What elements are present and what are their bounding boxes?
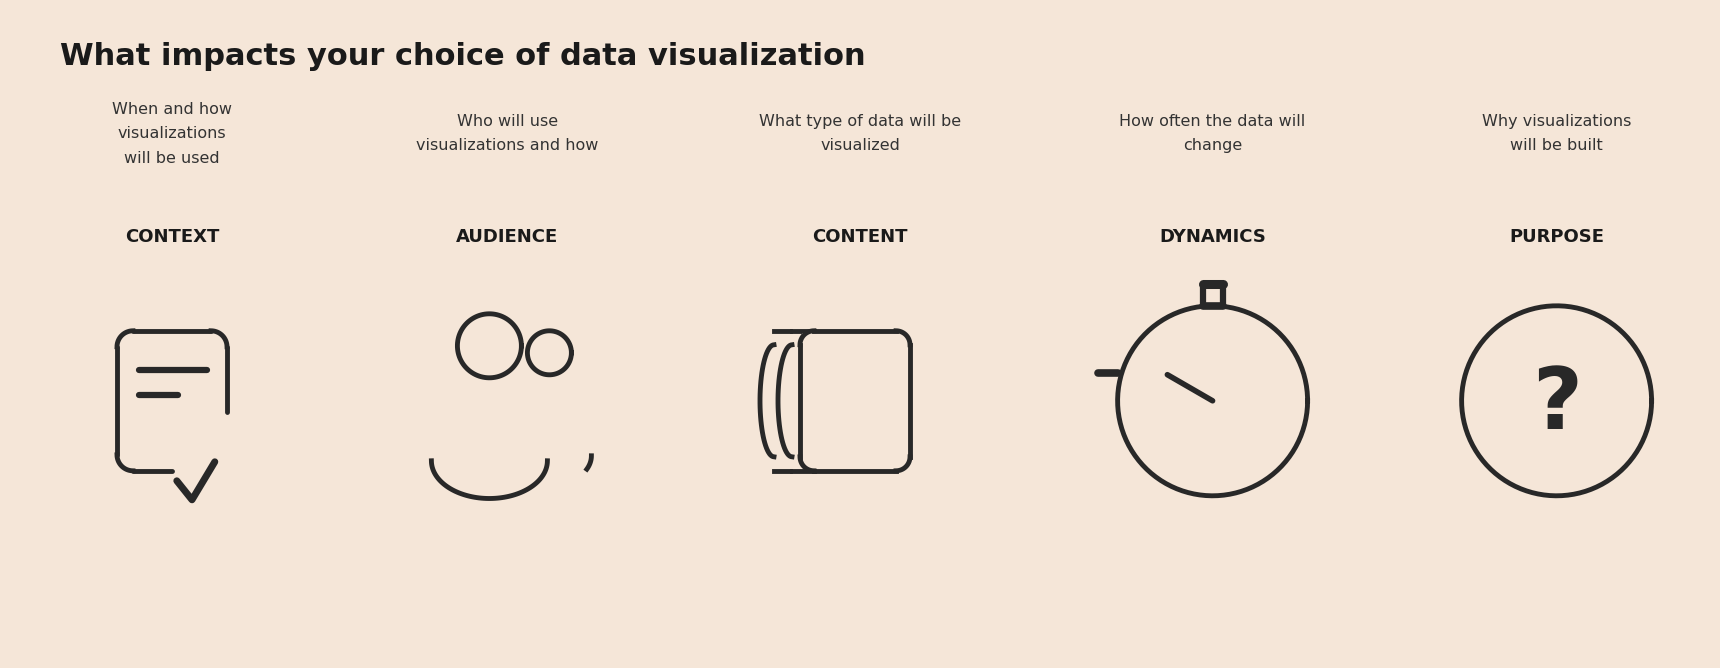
Text: CONTENT: CONTENT [812,228,908,246]
Text: How often the data will
change: How often the data will change [1120,114,1305,154]
Text: PURPOSE: PURPOSE [1508,228,1605,246]
Text: What impacts your choice of data visualization: What impacts your choice of data visuali… [60,42,865,71]
Text: When and how
visualizations
will be used: When and how visualizations will be used [112,102,232,166]
Text: AUDIENCE: AUDIENCE [456,228,559,246]
Text: ?: ? [1531,364,1582,448]
Text: Who will use
visualizations and how: Who will use visualizations and how [416,114,599,154]
Text: DYNAMICS: DYNAMICS [1159,228,1266,246]
Bar [802,333,908,468]
Text: CONTEXT: CONTEXT [126,228,218,246]
Text: Why visualizations
will be built: Why visualizations will be built [1483,114,1631,154]
Text: What type of data will be
visualized: What type of data will be visualized [759,114,961,154]
